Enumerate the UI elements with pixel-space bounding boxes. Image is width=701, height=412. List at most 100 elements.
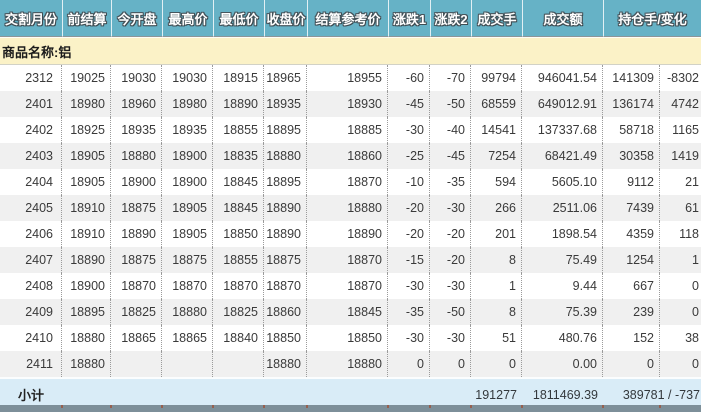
column-header: 最高价 <box>162 0 213 37</box>
value-cell: 18850 <box>264 325 307 351</box>
divider-tick <box>429 405 431 408</box>
value-cell: 18900 <box>62 273 111 299</box>
month-cell: 2401 <box>0 91 62 117</box>
commodity-name-row: 商品名称:铝 <box>0 37 701 65</box>
value-cell: 9112 <box>603 169 660 195</box>
value-cell: 18905 <box>62 143 111 169</box>
value-cell: 18855 <box>213 247 264 273</box>
value-cell: 18835 <box>213 143 264 169</box>
value-cell: -30 <box>388 325 430 351</box>
subtotal-volume: 191277 <box>471 377 522 410</box>
divider-tick <box>659 405 661 408</box>
value-cell: 18870 <box>162 273 213 299</box>
value-cell: 18890 <box>264 195 307 221</box>
value-cell: 137337.68 <box>522 117 603 143</box>
value-cell: 18870 <box>264 273 307 299</box>
value-cell: 18935 <box>264 91 307 117</box>
divider-tick <box>61 405 63 408</box>
divider-tick <box>470 405 472 408</box>
value-cell: 75.39 <box>522 299 603 325</box>
value-cell: -50 <box>430 299 471 325</box>
value-cell: 8 <box>471 299 522 325</box>
value-cell: 68421.49 <box>522 143 603 169</box>
column-header: 成交额 <box>522 0 603 37</box>
value-cell: 18965 <box>264 65 307 91</box>
value-cell: 1898.54 <box>522 221 603 247</box>
divider-tick <box>110 405 112 408</box>
value-cell: 18930 <box>307 91 388 117</box>
value-cell: 14541 <box>471 117 522 143</box>
value-cell: 18850 <box>307 325 388 351</box>
value-cell: -60 <box>388 65 430 91</box>
value-cell: 19030 <box>162 65 213 91</box>
month-cell: 2405 <box>0 195 62 221</box>
value-cell: -20 <box>430 247 471 273</box>
value-cell: 0 <box>660 273 701 299</box>
value-cell: 18905 <box>62 169 111 195</box>
divider-tick <box>263 405 265 408</box>
value-cell: 4742 <box>660 91 701 117</box>
value-cell: -25 <box>388 143 430 169</box>
table-row: 2408 18900 18870 18870 18870 18870 18870 -30 -30… <box>0 273 701 299</box>
table-row: 2401 18980 18960 18980 18890 18935 18930 -45 -50… <box>0 91 701 117</box>
column-header: 最低价 <box>213 0 264 37</box>
value-cell: 136174 <box>603 91 660 117</box>
value-cell: 18980 <box>162 91 213 117</box>
value-cell: -40 <box>430 117 471 143</box>
month-cell: 2312 <box>0 65 62 91</box>
table-row: 2405 18910 18875 18905 18845 18890 18880 -20 -30… <box>0 195 701 221</box>
value-cell: -45 <box>388 91 430 117</box>
value-cell: 0 <box>603 351 660 377</box>
value-cell: 18865 <box>111 325 162 351</box>
value-cell: -8302 <box>660 65 701 91</box>
value-cell: -70 <box>430 65 471 91</box>
divider-tick <box>602 405 604 408</box>
value-cell: 8 <box>471 247 522 273</box>
divider-tick <box>306 405 308 408</box>
value-cell: -20 <box>388 221 430 247</box>
value-cell: 18895 <box>264 169 307 195</box>
value-cell: 18825 <box>213 299 264 325</box>
value-cell: 18870 <box>213 273 264 299</box>
value-cell: 18935 <box>162 117 213 143</box>
column-header: 持仓手/变化 <box>603 0 701 37</box>
value-cell: -20 <box>388 195 430 221</box>
value-cell: 18895 <box>264 117 307 143</box>
header-row: 交割月份 前结算 今开盘 最高价 最低价 收盘价 结算参考价 涨跌1 涨跌2 成交手 成交额 持仓手/… <box>0 0 701 37</box>
value-cell: 480.76 <box>522 325 603 351</box>
value-cell: -30 <box>388 117 430 143</box>
value-cell: 18875 <box>111 247 162 273</box>
month-cell: 2406 <box>0 221 62 247</box>
divider-tick <box>161 405 163 408</box>
subtotal-row: 小计 191277 1811469.39 389781 / -737 <box>0 377 701 410</box>
value-cell: -20 <box>430 221 471 247</box>
value-cell: 4359 <box>603 221 660 247</box>
value-cell: -15 <box>388 247 430 273</box>
value-cell: 18890 <box>111 221 162 247</box>
value-cell: 18870 <box>307 273 388 299</box>
value-cell: 18865 <box>162 325 213 351</box>
value-cell <box>111 351 162 377</box>
value-cell: 18910 <box>62 221 111 247</box>
value-cell: -30 <box>430 273 471 299</box>
value-cell: 68559 <box>471 91 522 117</box>
value-cell: 18905 <box>162 221 213 247</box>
value-cell: 18875 <box>264 247 307 273</box>
value-cell <box>213 351 264 377</box>
value-cell: 649012.91 <box>522 91 603 117</box>
column-header: 交割月份 <box>0 0 62 37</box>
value-cell: 1165 <box>660 117 701 143</box>
value-cell: -35 <box>388 299 430 325</box>
value-cell: 18880 <box>62 325 111 351</box>
table-row: 2402 18925 18935 18935 18855 18895 18885 -30 -40… <box>0 117 701 143</box>
subtotal-label: 小计 <box>0 377 471 410</box>
value-cell: -35 <box>430 169 471 195</box>
value-cell: 0 <box>388 351 430 377</box>
value-cell: 18910 <box>62 195 111 221</box>
value-cell: 1 <box>660 247 701 273</box>
value-cell: 18870 <box>307 247 388 273</box>
value-cell: -45 <box>430 143 471 169</box>
value-cell: 18890 <box>62 247 111 273</box>
